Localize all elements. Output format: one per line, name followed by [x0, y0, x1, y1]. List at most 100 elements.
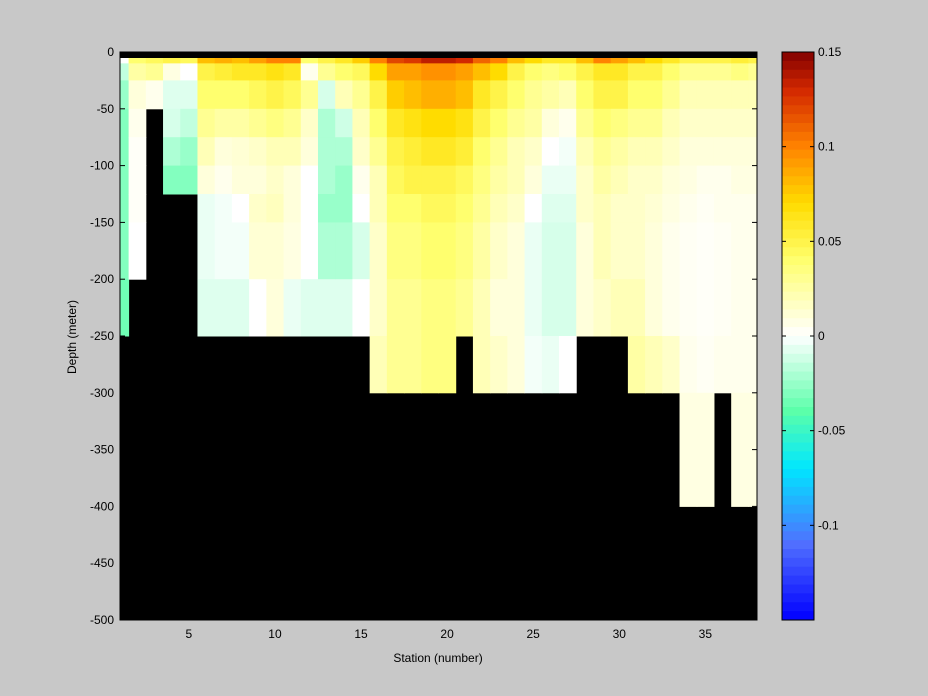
heatmap-cell — [180, 108, 198, 138]
heatmap-cell — [404, 279, 422, 337]
heatmap-cell — [335, 222, 353, 280]
heatmap-cell — [731, 108, 749, 138]
colorbar-band — [782, 140, 814, 151]
heatmap-cell — [541, 222, 560, 280]
colorbar-ticks: 0.15 0.1 0.05 0 -0.05 -0.1 — [782, 45, 846, 532]
colorbar-band — [782, 220, 814, 231]
y-tick-label: -350 — [90, 443, 114, 457]
heatmap-cell — [438, 108, 457, 138]
heatmap-cell — [317, 194, 336, 223]
colorbar-bands — [782, 52, 814, 621]
heatmap-cell — [472, 336, 491, 394]
heatmap-cell — [455, 63, 474, 81]
colorbar-band — [782, 495, 814, 506]
heatmap-cell — [120, 279, 130, 337]
heatmap-cell — [696, 165, 715, 195]
heatmap-cell — [352, 63, 371, 81]
plot-area — [119, 51, 758, 621]
colorbar-band — [782, 185, 814, 195]
colorbar-band — [782, 211, 814, 222]
heatmap-cell — [335, 165, 353, 195]
heatmap-cell — [335, 108, 353, 138]
heatmap-cell — [128, 63, 147, 81]
heatmap-cell — [610, 222, 629, 280]
heatmap-cell — [369, 222, 388, 280]
heatmap-cell — [283, 194, 302, 223]
heatmap-cell — [197, 194, 216, 223]
heatmap-cell — [524, 80, 543, 110]
heatmap-cell — [163, 80, 181, 110]
colorbar-band — [782, 300, 814, 310]
colorbar-band — [782, 78, 814, 89]
heatmap-cell — [490, 194, 508, 223]
heatmap-cell — [300, 63, 319, 81]
heatmap-cell — [662, 137, 681, 167]
colorbar-band — [782, 611, 814, 621]
y-axis-ticks: 0 -50 -100 -150 -200 -250 -300 -350 -400 -450 -500 — [90, 45, 757, 627]
colorbar-band — [782, 158, 814, 168]
heatmap-cell — [610, 194, 629, 223]
heatmap-cell — [386, 336, 405, 394]
colorbar-band — [782, 60, 814, 71]
heatmap-cell — [352, 279, 371, 337]
heatmap-cell — [404, 137, 422, 167]
heatmap-cell — [507, 63, 526, 81]
heatmap-cell — [438, 279, 457, 337]
heatmap-cell — [231, 137, 250, 167]
heatmap-cell — [731, 392, 749, 507]
colorbar-band — [782, 229, 814, 239]
x-tick-label: 10 — [268, 627, 282, 641]
heatmap-cell — [369, 194, 388, 223]
heatmap-cell — [507, 137, 526, 167]
colorbar-tick-label: -0.05 — [818, 424, 846, 438]
heatmap-cell — [662, 63, 681, 81]
heatmap-cell — [266, 80, 285, 110]
heatmap-cell — [249, 137, 267, 167]
colorbar-band — [782, 265, 814, 275]
heatmap-cell — [214, 108, 233, 138]
x-tick-label: 30 — [613, 627, 627, 641]
heatmap-cell — [645, 80, 663, 110]
colorbar: 0.15 0.1 0.05 0 -0.05 -0.1 — [781, 45, 846, 621]
heatmap-cell — [748, 108, 758, 138]
heatmap-cell — [593, 108, 612, 138]
heatmap-cell — [593, 165, 612, 195]
colorbar-tick-label: 0.05 — [818, 234, 842, 248]
heatmap-cell — [748, 194, 758, 223]
colorbar-band — [782, 513, 814, 523]
heatmap-cell — [197, 63, 216, 81]
y-tick-label: -450 — [90, 556, 114, 570]
colorbar-band — [782, 575, 814, 586]
heatmap-cell — [231, 108, 250, 138]
heatmap-cell — [231, 80, 250, 110]
heatmap-cell — [300, 137, 319, 167]
y-tick-label: -200 — [90, 272, 114, 286]
heatmap-cell — [386, 137, 405, 167]
heatmap-cell — [679, 336, 698, 394]
heatmap-cell — [266, 63, 285, 81]
heatmap-cell — [231, 279, 250, 337]
heatmap-cell — [369, 137, 388, 167]
heatmap-cell — [713, 108, 732, 138]
heatmap-cell — [731, 80, 749, 110]
heatmap-cell — [180, 63, 198, 81]
y-tick-label: -50 — [97, 102, 115, 116]
colorbar-band — [782, 96, 814, 106]
heatmap-cell — [541, 63, 560, 81]
colorbar-band — [782, 273, 814, 284]
colorbar-tick-label: 0.15 — [818, 45, 842, 59]
colorbar-band — [782, 398, 814, 408]
heatmap-cell — [214, 63, 233, 81]
heatmap-cell — [438, 80, 457, 110]
heatmap-cell — [266, 108, 285, 138]
heatmap-cell — [300, 108, 319, 138]
heatmap-cell — [610, 80, 629, 110]
heatmap-cell — [679, 279, 698, 337]
heatmap-cell — [266, 137, 285, 167]
heatmap-cell — [455, 165, 474, 195]
heatmap-cell — [524, 194, 543, 223]
heatmap-cell — [438, 63, 457, 81]
heatmap-cell — [197, 279, 216, 337]
heatmap-cell — [369, 80, 388, 110]
colorbar-tick-label: -0.1 — [818, 518, 839, 532]
